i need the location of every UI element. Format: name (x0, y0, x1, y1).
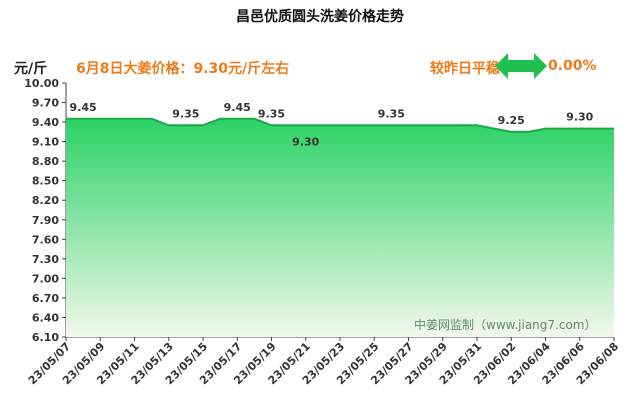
price-note: 6月8日大姜价格：9.30元/斤左右 (76, 61, 290, 77)
y-tick-label: 7.30 (32, 253, 59, 266)
watermark: 中姜网监制（www.jiang7.com） (414, 318, 597, 332)
double-arrow-icon (495, 53, 547, 79)
data-labels: 9.45 9.35 9.45 9.35 9.30 9.35 9.25 9.30 (70, 101, 594, 149)
y-tick-label: 7.00 (32, 272, 59, 285)
y-tick-label: 8.50 (32, 175, 59, 188)
data-label: 9.30 (566, 111, 593, 124)
data-label: 9.35 (258, 107, 285, 120)
data-label: 9.45 (70, 101, 97, 114)
data-label: 9.25 (498, 114, 525, 127)
data-label: 9.45 (224, 101, 251, 114)
y-tick-label: 9.10 (32, 136, 59, 149)
change-label: 较昨日平稳 (430, 61, 500, 77)
y-tick-label: 6.70 (32, 292, 59, 305)
chart-title: 昌邑优质圆头洗姜价格走势 (236, 9, 404, 25)
x-axis: 23/05/0723/05/0923/05/1123/05/1323/05/15… (26, 336, 621, 387)
y-axis-unit: 元/斤 (14, 61, 48, 77)
y-tick-label: 6.10 (32, 331, 59, 344)
y-tick-label: 9.40 (32, 116, 59, 129)
y-tick-label: 8.20 (32, 194, 59, 207)
y-tick-label: 6.40 (32, 311, 59, 324)
y-tick-label: 7.90 (32, 214, 59, 227)
data-label: 9.35 (378, 107, 405, 120)
change-value: 0.00% (548, 58, 597, 74)
y-axis: 10.00 9.70 9.40 9.10 8.80 8.50 8.20 7.90 7.60 7.3… (24, 77, 67, 344)
data-label: 9.30 (292, 135, 319, 148)
y-tick-label: 7.60 (32, 233, 59, 246)
price-line (66, 117, 614, 133)
y-tick-label: 10.00 (24, 77, 59, 90)
price-area (66, 118, 614, 337)
data-label: 9.35 (172, 107, 199, 120)
y-tick-label: 9.70 (32, 97, 59, 110)
y-tick-label: 8.80 (32, 155, 59, 168)
